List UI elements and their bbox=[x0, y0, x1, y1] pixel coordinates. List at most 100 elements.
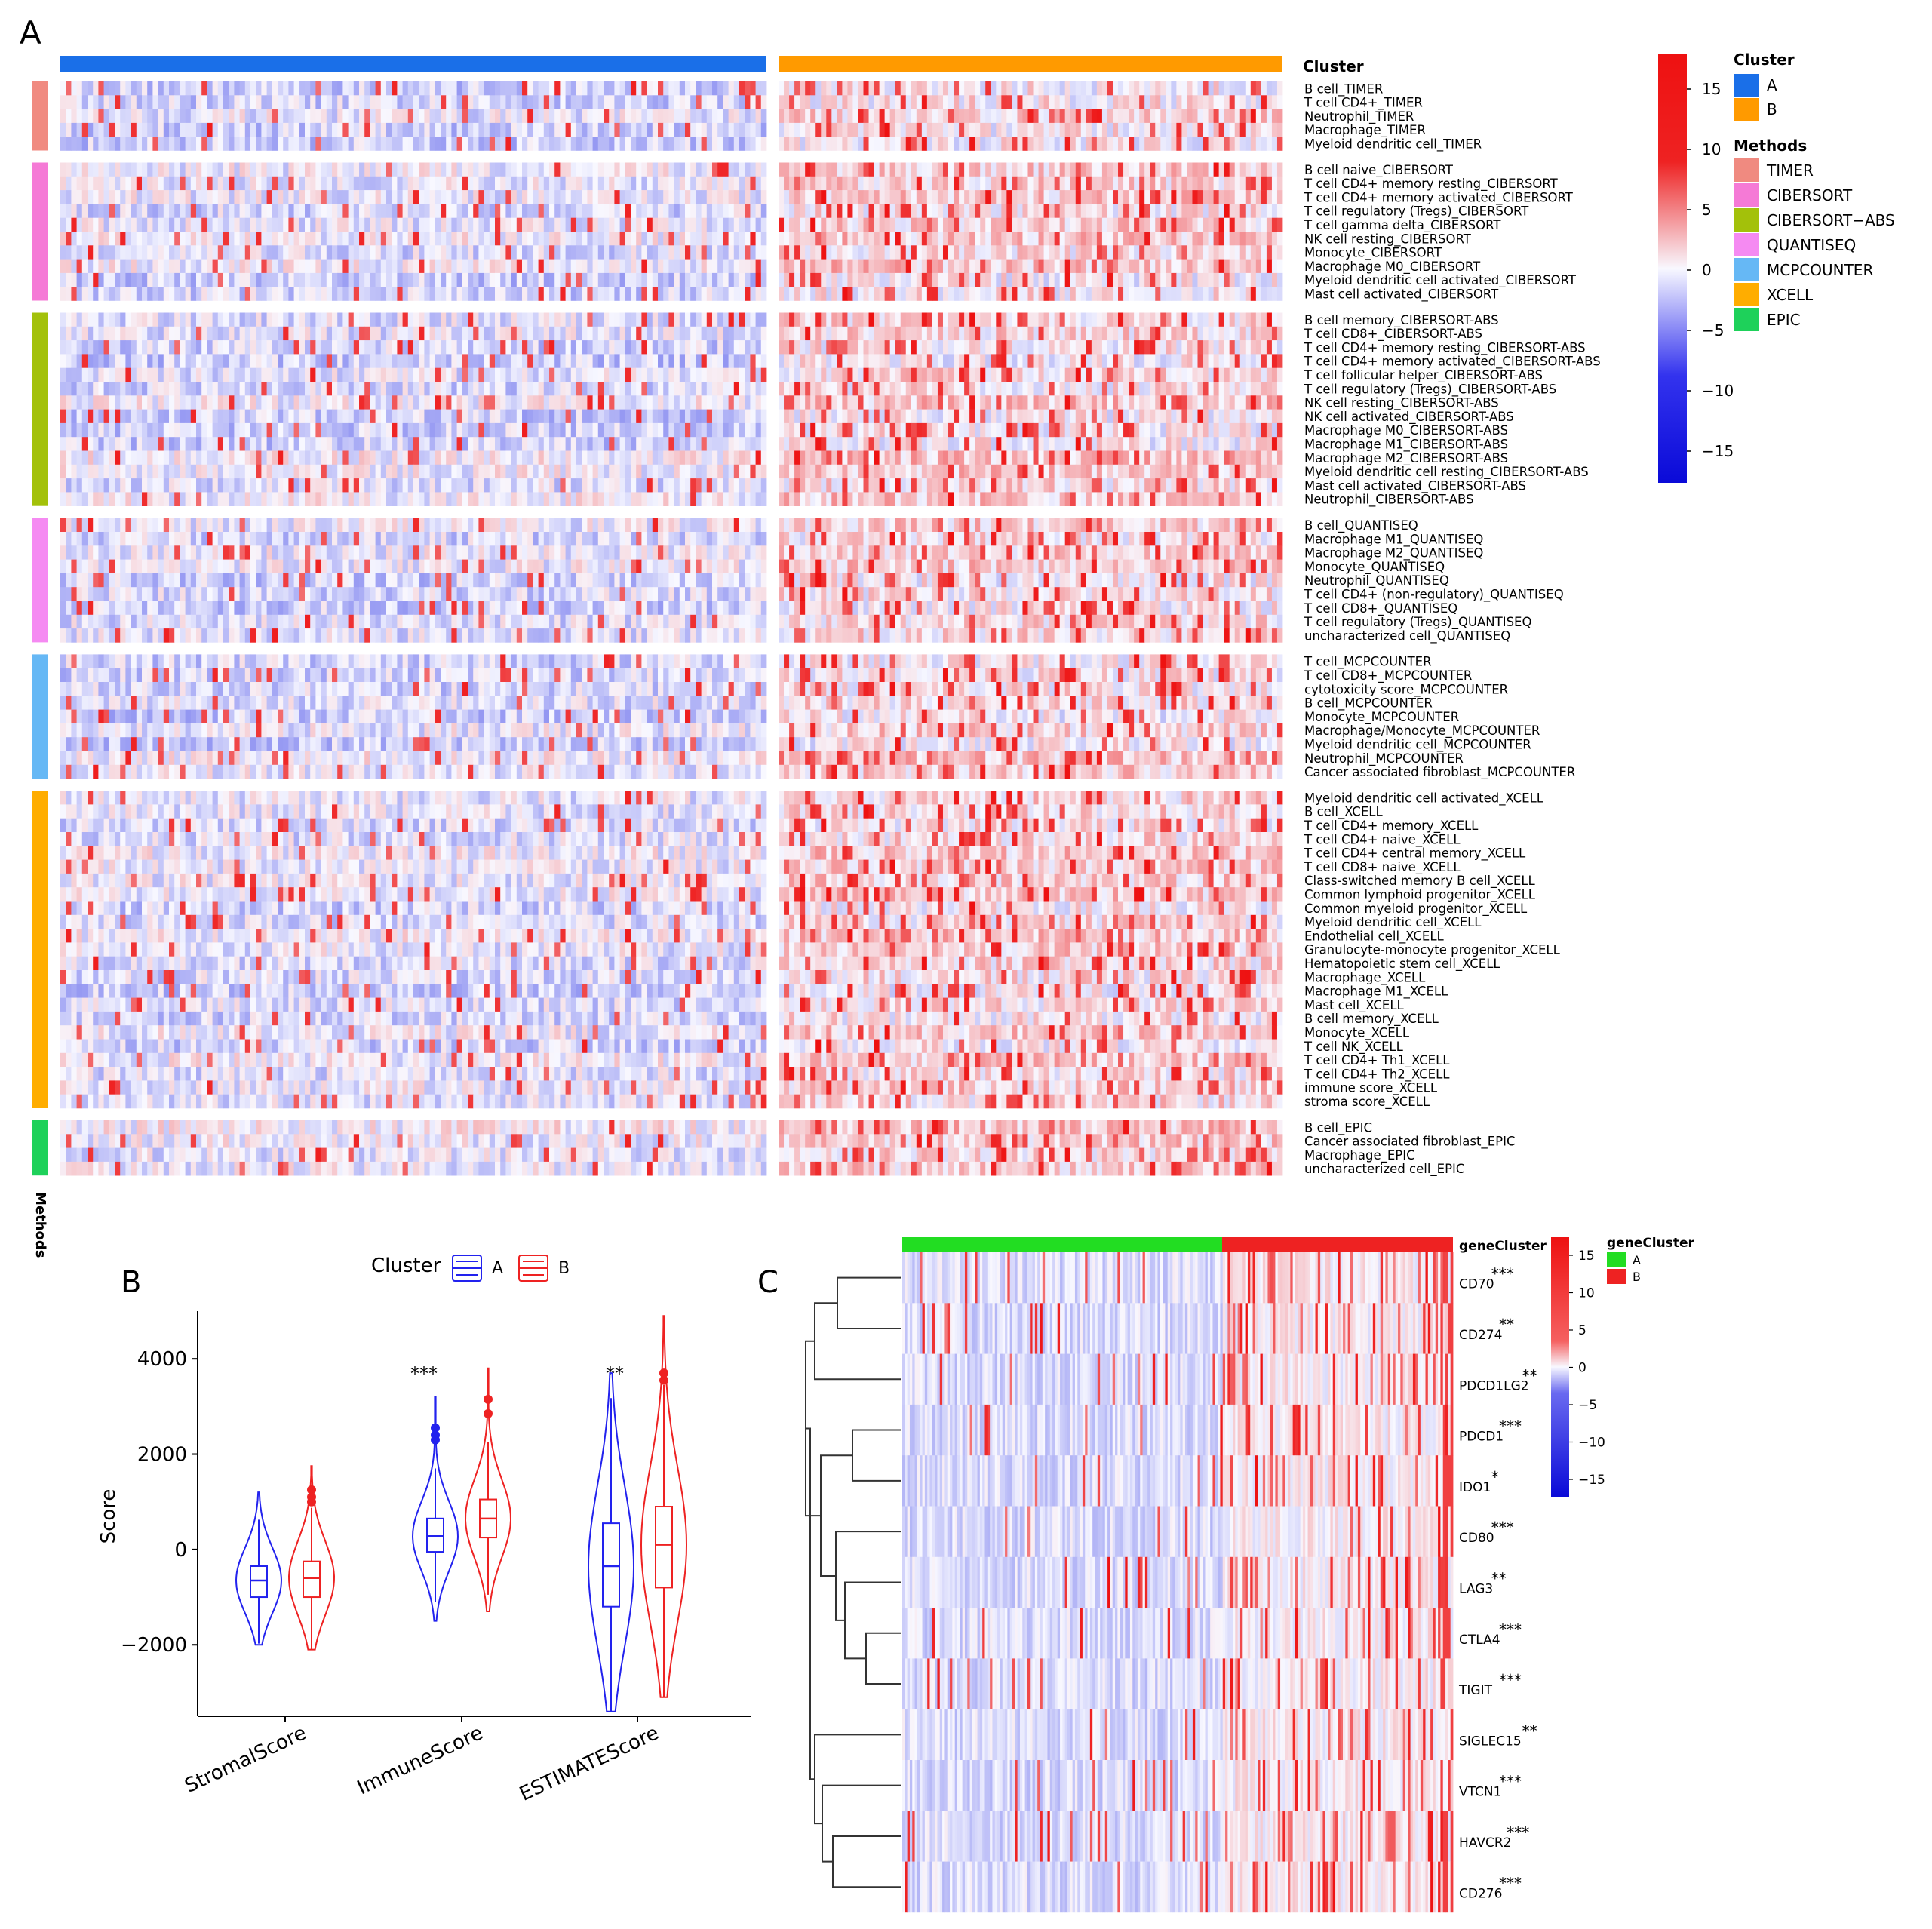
checkpoint-significance: ** bbox=[1522, 1722, 1537, 1740]
checkpoint-significance: *** bbox=[1499, 1773, 1522, 1791]
checkpoint-significance: * bbox=[1491, 1468, 1499, 1486]
violin-legend-title: Cluster bbox=[371, 1255, 441, 1277]
heatmap-row-label: cytotoxicity score_MCPCOUNTER bbox=[1304, 682, 1508, 697]
outlier-point bbox=[307, 1497, 316, 1507]
violin-y-tick: −2000 bbox=[121, 1634, 187, 1657]
checkpoint-gene-label: TIGIT bbox=[1458, 1683, 1493, 1698]
heatmap-row bbox=[60, 81, 1282, 96]
checkpoint-gene-label: PDCD1LG2 bbox=[1459, 1378, 1529, 1393]
checkpoint-significance: ** bbox=[1491, 1569, 1507, 1587]
heatmap-row-label: T cell CD4+ memory activated_CIBERSORT-A… bbox=[1304, 355, 1601, 370]
heatmap-row-label: Monocyte_XCELL bbox=[1304, 1026, 1410, 1041]
checkpoint-gene-label: CD80 bbox=[1459, 1531, 1494, 1546]
heatmap-row bbox=[60, 1080, 1282, 1095]
cluster-bar-a bbox=[60, 56, 766, 72]
heatmap-row-label: Mast cell activated_CIBERSORT-ABS bbox=[1304, 478, 1526, 493]
gene-cluster-bar-b bbox=[1222, 1237, 1453, 1252]
legend-method-swatch bbox=[1734, 233, 1759, 256]
heatmap-row-label: Monocyte_CIBERSORT bbox=[1304, 246, 1442, 261]
heatmap-row-label: NK cell resting_CIBERSORT-ABS bbox=[1304, 396, 1499, 411]
heatmap-row-label: T cell CD4+ memory resting_CIBERSORT bbox=[1304, 177, 1559, 192]
legend-method-label: CIBERSORT bbox=[1767, 186, 1853, 204]
heatmap-row-label: T cell CD4+ (non-regulatory)_QUANTISEQ bbox=[1304, 588, 1564, 603]
checkpoint-gene-label: CD70 bbox=[1459, 1277, 1494, 1292]
gene-cluster-legend-label: A bbox=[1633, 1253, 1641, 1267]
checkpoint-significance: *** bbox=[1499, 1874, 1522, 1892]
methods-axis-label: Methods bbox=[32, 1192, 48, 1258]
heatmap-row-label: T cell NK_XCELL bbox=[1304, 1040, 1404, 1055]
heatmap-row bbox=[60, 601, 1282, 616]
method-annotation-bars bbox=[32, 81, 48, 1175]
heatmap-row-label: B cell_EPIC bbox=[1304, 1120, 1372, 1135]
legend-cluster-label: A bbox=[1767, 76, 1777, 94]
heatmap-row-label: Common myeloid progenitor_XCELL bbox=[1304, 902, 1528, 917]
colorbar-a-tick: −10 bbox=[1702, 382, 1734, 400]
method-bar-cibersort-abs bbox=[32, 313, 48, 506]
gene-cluster-bar-a bbox=[902, 1237, 1222, 1252]
heatmap-row bbox=[60, 832, 1282, 846]
heatmap-row-label: Myeloid dendritic cell activated_CIBERSO… bbox=[1304, 273, 1577, 288]
heatmap-row-label: Hematopoietic stem cell_XCELL bbox=[1304, 957, 1500, 972]
heatmap-row bbox=[60, 682, 1282, 696]
heatmap-row bbox=[60, 887, 1282, 902]
heatmap-row-label: NK cell activated_CIBERSORT-ABS bbox=[1304, 410, 1514, 425]
legend-method-swatch bbox=[1734, 208, 1759, 232]
violin-y-tick: 2000 bbox=[137, 1444, 187, 1467]
heatmap-row-label: T cell follicular helper_CIBERSORT-ABS bbox=[1304, 368, 1543, 383]
checkpoint-significance: *** bbox=[1499, 1671, 1522, 1689]
heatmap-row-label: Neutrophil_MCPCOUNTER bbox=[1304, 751, 1464, 766]
legend-cluster-label: B bbox=[1767, 100, 1777, 118]
checkpoint-row bbox=[902, 1608, 1453, 1659]
cluster-bar-label: Cluster bbox=[1303, 57, 1364, 75]
heatmap-row bbox=[60, 1040, 1282, 1054]
checkpoint-gene-label: CD276 bbox=[1459, 1886, 1502, 1901]
heatmap-row-label: T cell CD4+ Th1_XCELL bbox=[1304, 1053, 1450, 1068]
heatmap-row bbox=[60, 123, 1282, 137]
legend-method-swatch bbox=[1734, 283, 1759, 306]
checkpoint-significance: *** bbox=[1507, 1823, 1529, 1841]
heatmap-row bbox=[60, 518, 1282, 533]
colorbar-c-tick: 0 bbox=[1578, 1361, 1586, 1376]
heatmap-row-label: Macrophage M1_XCELL bbox=[1304, 984, 1448, 1000]
heatmap-row bbox=[60, 819, 1282, 833]
heatmap-row bbox=[60, 340, 1282, 355]
heatmap-row bbox=[60, 1012, 1282, 1026]
heatmap-row-label: T cell CD4+ Th2_XCELL bbox=[1304, 1067, 1450, 1082]
checkpoint-significance: *** bbox=[1499, 1418, 1522, 1436]
heatmap-row-label: NK cell resting_CIBERSORT bbox=[1304, 232, 1472, 247]
heatmap-row bbox=[60, 984, 1282, 998]
heatmap-row-label: Myeloid dendritic cell_XCELL bbox=[1304, 915, 1482, 930]
outlier-point bbox=[484, 1395, 493, 1404]
box-a bbox=[250, 1566, 267, 1597]
heatmap-row-label: Cancer associated fibroblast_EPIC bbox=[1304, 1135, 1515, 1150]
violin-x-tick: ESTIMATEScore bbox=[516, 1722, 662, 1806]
heatmap-row-label: B cell memory_CIBERSORT-ABS bbox=[1304, 313, 1499, 328]
legend-methods: Methods TIMERCIBERSORTCIBERSORT−ABSQUANT… bbox=[1734, 137, 1895, 331]
heatmap-row-label: Neutrophil_TIMER bbox=[1304, 109, 1414, 124]
dendrogram-branch bbox=[837, 1278, 901, 1328]
legend-method-label: QUANTISEQ bbox=[1767, 236, 1856, 254]
heatmap-row bbox=[60, 163, 1282, 177]
heatmap-row bbox=[60, 874, 1282, 888]
violin-y-tick: 0 bbox=[174, 1539, 187, 1562]
heatmap-row-label: B cell_TIMER bbox=[1304, 81, 1383, 97]
heatmap-row bbox=[60, 410, 1282, 424]
colorbar-a-tick: 10 bbox=[1702, 140, 1721, 158]
violin-legend-key bbox=[519, 1255, 548, 1281]
violin-y-tick: 4000 bbox=[137, 1348, 187, 1371]
heatmap-row bbox=[60, 668, 1282, 683]
heatmap-row-label: Granulocyte-monocyte progenitor_XCELL bbox=[1304, 943, 1561, 958]
heatmap-row-label: Macrophage M2_QUANTISEQ bbox=[1304, 546, 1483, 561]
heatmap-row-label: Macrophage/Monocyte_MCPCOUNTER bbox=[1304, 723, 1540, 739]
colorbar-c-tick: 5 bbox=[1578, 1323, 1586, 1338]
heatmap-row bbox=[60, 751, 1282, 766]
dendrogram-branch bbox=[815, 1734, 901, 1823]
heatmap-row-label: B cell naive_CIBERSORT bbox=[1304, 163, 1454, 178]
heatmap-row bbox=[60, 654, 1282, 668]
checkpoint-gene-label: SIGLEC15 bbox=[1459, 1734, 1522, 1749]
heatmap-row-label: Myeloid dendritic cell_MCPCOUNTER bbox=[1304, 738, 1531, 753]
gene-cluster-legend-swatch bbox=[1607, 1269, 1626, 1284]
heatmap-row bbox=[60, 573, 1282, 588]
